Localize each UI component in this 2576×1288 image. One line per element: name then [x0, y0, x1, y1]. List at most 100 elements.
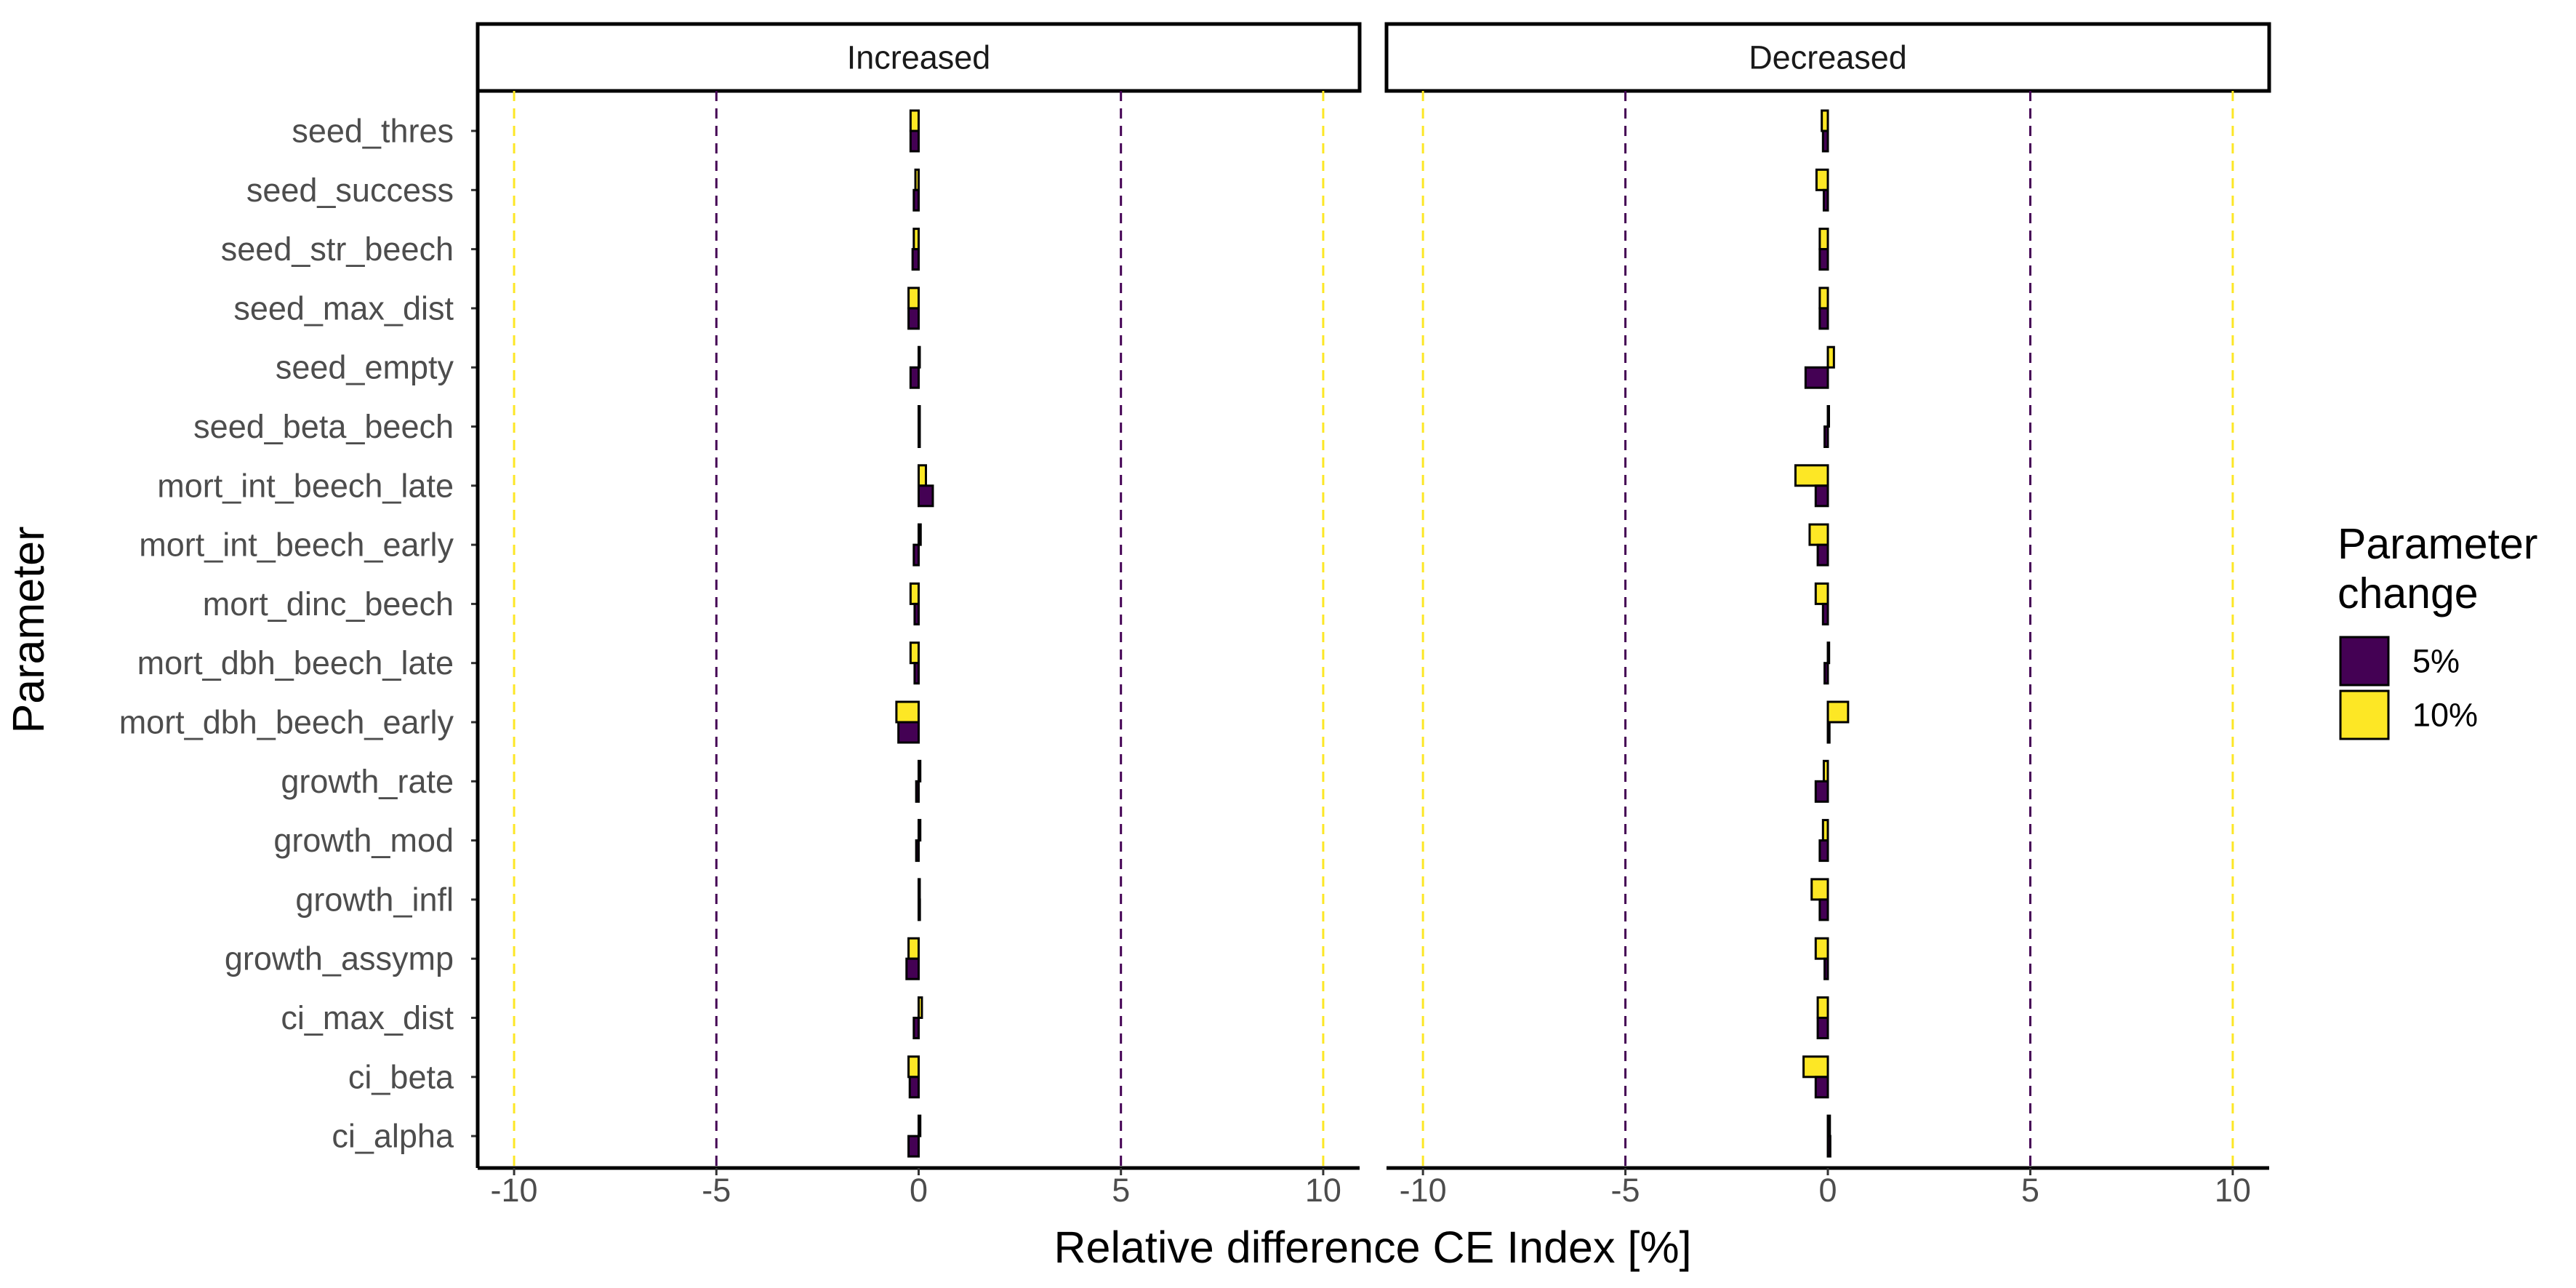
bar: [918, 819, 922, 842]
bar: [915, 839, 920, 863]
x-tick-label: 5: [2021, 1172, 2039, 1209]
bar: [912, 543, 920, 567]
bar: [909, 641, 920, 665]
bar: [918, 484, 934, 508]
bar: [1823, 957, 1829, 980]
bar: [912, 188, 920, 212]
facet-strip-label: Decreased: [1749, 39, 1907, 76]
bar: [1826, 721, 1831, 744]
bar: [1822, 759, 1829, 783]
bar: [1794, 464, 1829, 487]
bar: [905, 957, 920, 980]
bar: [909, 366, 920, 389]
bar: [909, 582, 920, 605]
y-tick-label: growth_rate: [281, 763, 454, 800]
bar: [1816, 1017, 1829, 1039]
y-tick-label: mort_int_beech_late: [157, 467, 454, 504]
facet-strip: [476, 22, 1362, 93]
x-tick-label: -10: [1400, 1172, 1447, 1209]
y-tick-label: ci_alpha: [332, 1118, 454, 1155]
x-tick-label: -5: [1611, 1172, 1640, 1209]
x-tick-label: -10: [491, 1172, 538, 1209]
bar: [1822, 188, 1829, 212]
bar: [914, 168, 920, 191]
bar: [1823, 425, 1829, 448]
bar: [1818, 898, 1829, 921]
legend-title-line-2: change: [2338, 569, 2479, 617]
bar: [918, 405, 921, 428]
legend-label: 5%: [2412, 643, 2460, 680]
bar: [918, 996, 923, 1019]
bar: [1802, 1055, 1829, 1079]
bar: [1818, 307, 1829, 330]
y-tick-label: seed_thres: [292, 113, 454, 150]
y-tick-label: ci_beta: [348, 1058, 454, 1095]
bar: [895, 700, 920, 724]
y-tick-label: growth_assymp: [225, 940, 454, 977]
legend-title-line-1: Parameter: [2338, 520, 2537, 568]
bar: [918, 425, 921, 448]
x-tick-label: -5: [702, 1172, 731, 1209]
bar: [1821, 109, 1829, 132]
bar: [907, 287, 920, 310]
bar: [909, 129, 920, 153]
facet-strip: [1384, 22, 2271, 93]
y-axis-title: Parameter: [4, 527, 53, 734]
bar: [1816, 543, 1829, 567]
bar: [1821, 129, 1829, 153]
y-tick-label: seed_empty: [276, 349, 454, 386]
bar: [918, 878, 921, 901]
bar: [1821, 602, 1829, 625]
bar: [907, 1055, 920, 1079]
bar: [908, 1076, 920, 1099]
bar: [1818, 287, 1829, 310]
y-tick-label: seed_beta_beech: [193, 408, 454, 445]
facet-strip-label: Increased: [847, 39, 991, 76]
bar: [1818, 248, 1829, 271]
bar: [897, 721, 920, 744]
bar: [913, 662, 920, 685]
legend-swatch: [2339, 689, 2390, 740]
bar: [1826, 1114, 1831, 1137]
bar: [1814, 582, 1829, 605]
bar: [1814, 484, 1829, 508]
bar: [918, 345, 921, 369]
bar: [1826, 700, 1850, 724]
bar: [907, 307, 920, 330]
bar: [912, 228, 920, 251]
bar: [1826, 405, 1830, 428]
bar: [1821, 819, 1829, 842]
x-axis-title: Relative difference CE Index [%]: [1054, 1223, 1691, 1272]
bar: [1814, 937, 1829, 960]
y-tick-label: seed_str_beech: [221, 231, 454, 268]
bar: [1808, 523, 1829, 546]
bar: [1815, 168, 1829, 191]
bar: [907, 1135, 920, 1158]
y-tick-label: mort_int_beech_early: [139, 527, 454, 564]
legend-swatch: [2339, 636, 2390, 687]
bar: [1826, 345, 1835, 369]
y-tick-label: seed_success: [246, 172, 454, 209]
x-tick-label: 10: [1305, 1172, 1341, 1209]
bar: [1826, 1135, 1831, 1158]
x-tick-label: 10: [2215, 1172, 2251, 1209]
bar: [1818, 839, 1829, 863]
bar: [918, 464, 928, 487]
x-tick-label: 0: [910, 1172, 928, 1209]
bar: [1823, 662, 1829, 685]
bar: [918, 759, 922, 783]
legend-label: 10%: [2412, 697, 2478, 734]
bar: [1814, 780, 1829, 803]
bar: [1810, 878, 1829, 901]
y-tick-label: ci_max_dist: [281, 999, 454, 1036]
bar: [1804, 366, 1829, 389]
y-tick-label: mort_dbh_beech_late: [137, 644, 454, 681]
x-tick-label: 5: [1112, 1172, 1130, 1209]
bar: [1814, 1076, 1829, 1099]
bar: [913, 602, 920, 625]
y-tick-label: growth_infl: [295, 881, 454, 918]
bar: [907, 937, 920, 960]
bar: [911, 248, 920, 271]
